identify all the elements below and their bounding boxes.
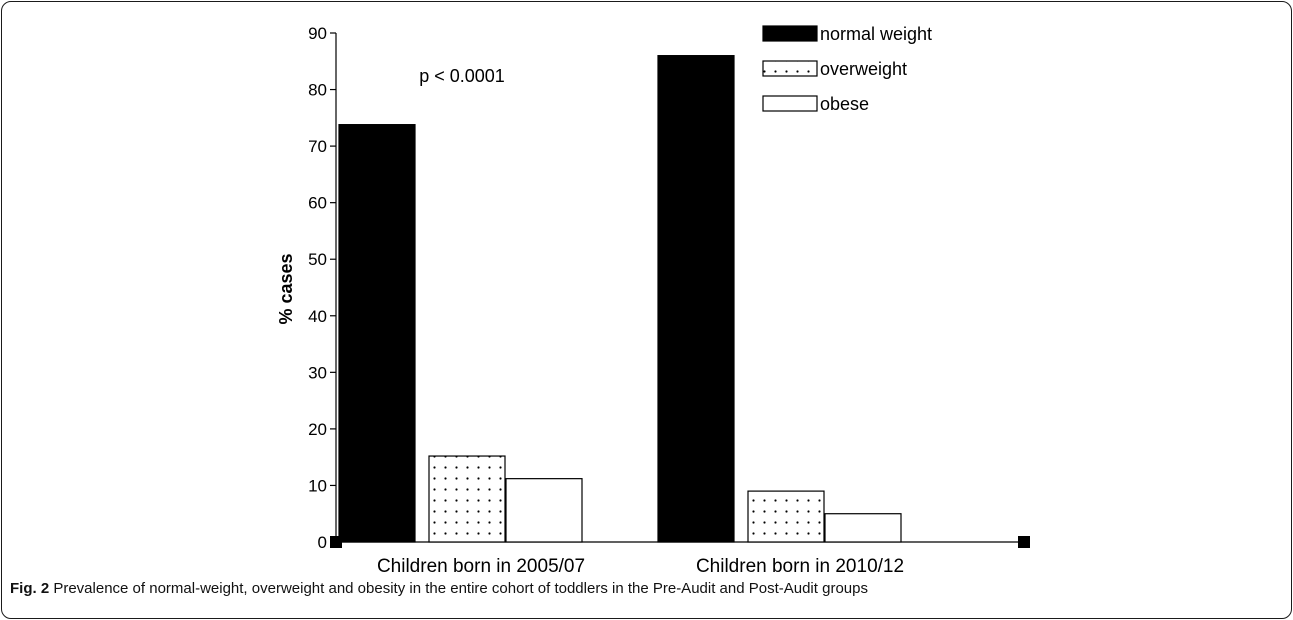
y-tick-label: 80 <box>308 81 327 100</box>
chart-legend: normal weight overweight obese <box>762 24 932 114</box>
bar-normal-weight-1 <box>338 124 416 543</box>
y-tick-label: 60 <box>308 194 327 213</box>
legend-swatch <box>762 25 818 42</box>
x-category-label: Children born in 2005/07 <box>377 556 585 575</box>
y-tick-label: 40 <box>308 307 327 326</box>
y-axis-label: % cases <box>276 253 296 324</box>
y-tick-label: 0 <box>318 533 327 552</box>
y-tick-label: 30 <box>308 363 327 382</box>
bar-normal-weight-2 <box>657 55 735 543</box>
chart-bars: Children born in 2005/07 Children born in… <box>338 55 904 575</box>
y-tick-label: 70 <box>308 137 327 156</box>
legend-swatch <box>762 60 818 77</box>
legend-label: overweight <box>820 59 907 79</box>
figure-caption-text: Prevalence of normal-weight, overweight … <box>53 580 868 597</box>
y-tick-label: 10 <box>308 476 327 495</box>
bar-chart: 0 10 20 30 40 50 60 70 80 90 Children born in 200… <box>276 24 1030 575</box>
legend-label: normal weight <box>820 24 932 44</box>
y-tick-label: 50 <box>308 250 327 269</box>
bar-overweight-1 <box>428 455 506 543</box>
bar-obese-1 <box>505 478 583 543</box>
bar-overweight-2 <box>747 490 825 543</box>
bar-obese-2 <box>824 513 902 543</box>
x-category-label: Children born in 2010/12 <box>696 556 904 575</box>
figure-caption: Fig. 2 Prevalence of normal-weight, over… <box>10 580 868 597</box>
figure-label: Fig. 2 <box>10 580 50 597</box>
p-value-annotation: p < 0.0001 <box>419 66 505 86</box>
y-tick-label: 20 <box>308 420 327 439</box>
legend-label: obese <box>820 94 869 114</box>
legend-swatch <box>762 95 818 112</box>
y-tick-label: 90 <box>308 24 327 43</box>
axis-end-marker <box>1018 536 1030 548</box>
